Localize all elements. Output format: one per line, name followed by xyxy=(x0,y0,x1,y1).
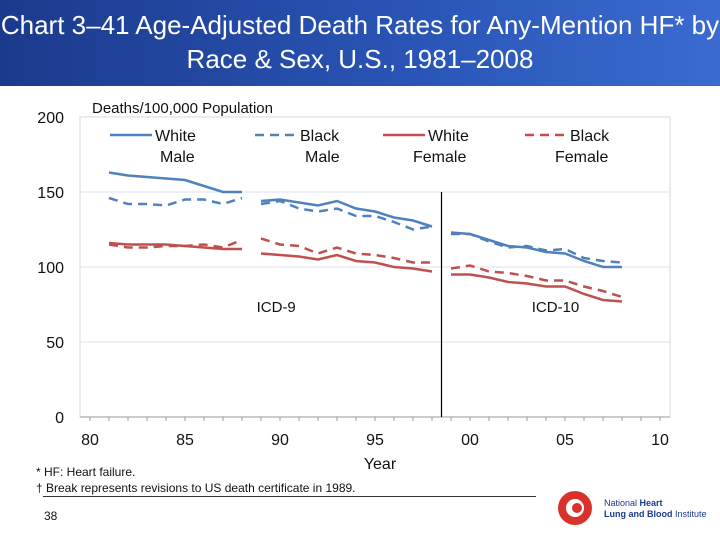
series-line-white-female xyxy=(260,252,433,273)
series-line-black-male xyxy=(108,196,243,207)
x-tick-label: 95 xyxy=(366,432,384,449)
x-tick-label: 00 xyxy=(461,432,479,449)
x-axis-label: Year xyxy=(364,456,397,473)
legend-label: Black xyxy=(300,128,340,145)
footnote-hf: * HF: Heart failure. xyxy=(36,465,136,479)
x-tick-label: 80 xyxy=(81,432,99,449)
annotation: ICD-10 xyxy=(532,299,580,316)
page-number: 38 xyxy=(44,509,58,523)
divider xyxy=(43,496,536,497)
legend-label: Female xyxy=(555,149,608,166)
footnote-break: † Break represents revisions to US death… xyxy=(36,481,356,495)
series-line-white-female xyxy=(451,273,623,303)
legend-label: White xyxy=(155,128,196,145)
series-line-black-female xyxy=(108,238,243,249)
y-tick-label: 200 xyxy=(37,110,64,127)
series-line-black-male xyxy=(451,232,623,264)
legend-label: Black xyxy=(570,128,610,145)
title-bar xyxy=(0,0,720,86)
series-line-white-male xyxy=(260,198,433,228)
legend-label: Male xyxy=(160,149,195,166)
x-tick-label: 85 xyxy=(176,432,194,449)
series-line-black-female xyxy=(450,264,623,299)
x-tick-label: 90 xyxy=(271,432,289,449)
x-tick-label: 05 xyxy=(556,432,574,449)
y-axis-label: Deaths/100,000 Population xyxy=(92,100,273,117)
series-line-white-male xyxy=(450,231,622,269)
annotation: ICD-9 xyxy=(257,299,296,316)
x-tick-label: 10 xyxy=(651,432,669,449)
legend-label: Female xyxy=(413,149,466,166)
series-line-white-male xyxy=(108,171,242,194)
y-tick-label: 100 xyxy=(37,260,64,277)
legend-label: Male xyxy=(305,149,340,166)
legend-label: White xyxy=(428,128,469,145)
y-tick-label: 50 xyxy=(46,335,64,352)
chart-title: Chart 3–41 Age-Adjusted Death Rates for … xyxy=(0,10,720,74)
y-tick-label: 150 xyxy=(37,185,64,202)
nhlbi-logo-text: National Heart Lung and Blood Institute xyxy=(604,498,707,519)
y-tick-label: 0 xyxy=(55,410,64,427)
